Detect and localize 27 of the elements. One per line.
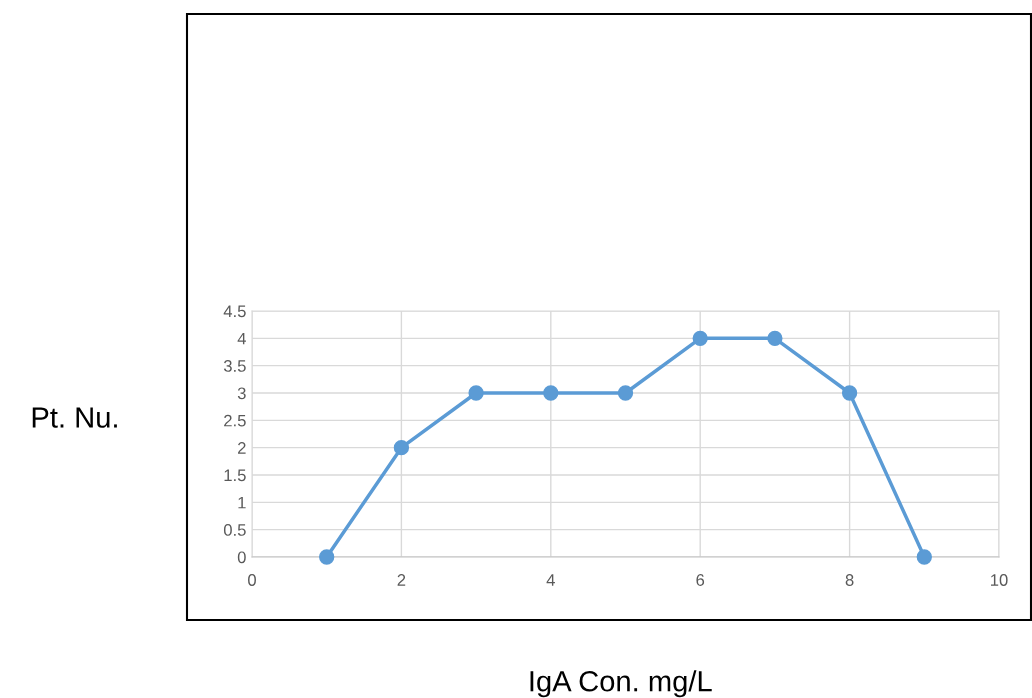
point [617,385,634,401]
x-tick-label: 0 [248,574,256,586]
point [393,440,410,456]
point [468,385,484,401]
y-tick-label: 1 [238,496,246,509]
point [319,549,335,565]
y-tick-label: 3 [237,387,246,400]
y-tick-label: 0 [237,551,246,564]
point [543,385,559,401]
y-tick-label: 4 [237,332,246,345]
y-tick-label: 1.5 [224,469,246,482]
y-axis-title: Pt. Nu. [32,407,117,428]
point [916,549,932,565]
point [692,330,708,346]
point [767,330,783,346]
y-tick-label: 3.5 [223,360,246,372]
y-tick-label: 2 [238,442,246,454]
x-tick-label: 10 [991,574,1008,586]
x-tick-label: 8 [845,574,854,586]
y-tick-label: 4.5 [223,305,246,318]
y-tick-label: 0.5 [223,524,246,536]
y-tick-label: 2.5 [224,414,246,427]
x-tick-label: 2 [397,574,406,586]
x-axis-title: IgA Con. mg/L [530,670,712,698]
x-tick-label: 6 [696,574,705,586]
point [841,385,858,401]
x-tick-label: 4 [546,574,555,586]
